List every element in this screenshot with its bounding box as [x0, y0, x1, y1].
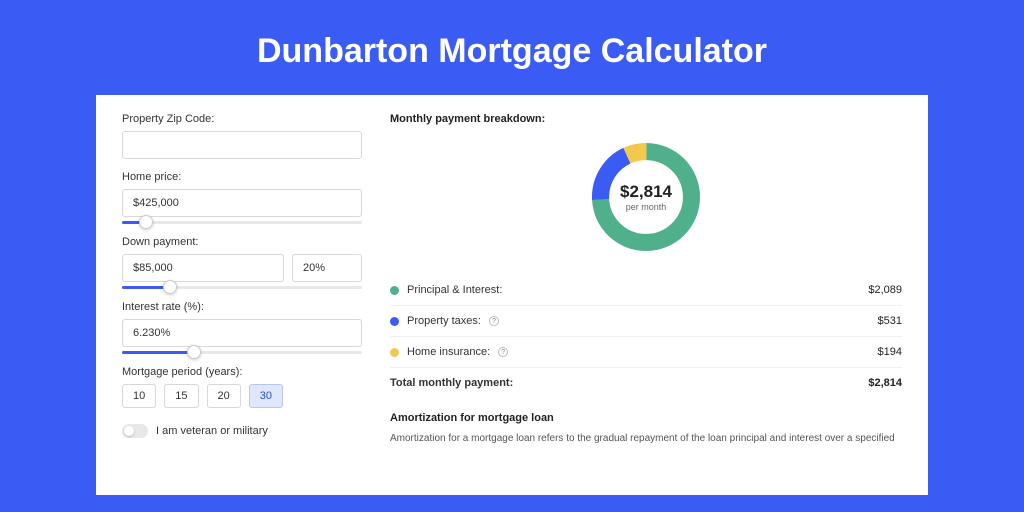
breakdown-value: $2,089 [868, 284, 902, 296]
period-button-15[interactable]: 15 [164, 384, 198, 408]
interest-rate-label: Interest rate (%): [122, 301, 362, 313]
breakdown-row: Home insurance:? $194 [390, 337, 902, 368]
breakdown-value: $531 [878, 315, 902, 327]
donut-sub-label: per month [626, 202, 667, 212]
interest-rate-input[interactable] [122, 319, 362, 347]
breakdown-label: Principal & Interest: [407, 284, 502, 296]
amortization-text: Amortization for a mortgage loan refers … [390, 432, 902, 446]
amortization-title: Amortization for mortgage loan [390, 412, 902, 424]
period-button-10[interactable]: 10 [122, 384, 156, 408]
legend-dot [390, 348, 399, 357]
total-label: Total monthly payment: [390, 377, 513, 389]
zip-input[interactable] [122, 131, 362, 159]
breakdown-value: $194 [878, 346, 902, 358]
veteran-label: I am veteran or military [156, 425, 268, 437]
home-price-label: Home price: [122, 171, 362, 183]
legend-dot [390, 317, 399, 326]
zip-label: Property Zip Code: [122, 113, 362, 125]
breakdown-title: Monthly payment breakdown: [390, 113, 902, 125]
veteran-toggle-row: I am veteran or military [122, 424, 362, 438]
donut-center: $2,814 per month [586, 137, 706, 257]
down-payment-slider-thumb[interactable] [163, 280, 177, 294]
amortization-section: Amortization for mortgage loan Amortizat… [390, 412, 902, 446]
home-price-input[interactable] [122, 189, 362, 217]
breakdown-label: Property taxes: [407, 315, 481, 327]
period-button-30[interactable]: 30 [249, 384, 283, 408]
breakdown-row: Property taxes:? $531 [390, 306, 902, 337]
period-button-20[interactable]: 20 [207, 384, 241, 408]
veteran-toggle-knob [124, 426, 134, 436]
period-buttons-row: 10 15 20 30 [122, 384, 362, 408]
zip-field-group: Property Zip Code: [122, 113, 362, 159]
breakdown-label: Home insurance: [407, 346, 490, 358]
breakdown-column: Monthly payment breakdown: $2,814 per mo… [390, 113, 902, 495]
interest-rate-slider-fill [122, 351, 194, 354]
donut-chart-wrap: $2,814 per month [390, 125, 902, 275]
total-value: $2,814 [868, 377, 902, 389]
interest-rate-slider[interactable] [122, 351, 362, 354]
calculator-card: Property Zip Code: Home price: Down paym… [96, 95, 928, 495]
down-payment-slider[interactable] [122, 286, 362, 289]
period-label: Mortgage period (years): [122, 366, 362, 378]
veteran-toggle[interactable] [122, 424, 148, 438]
down-payment-amount-input[interactable] [122, 254, 284, 282]
total-row: Total monthly payment: $2,814 [390, 368, 902, 398]
legend-dot [390, 286, 399, 295]
card-shadow-wrap: Property Zip Code: Home price: Down paym… [96, 95, 928, 495]
home-price-slider-thumb[interactable] [139, 215, 153, 229]
down-payment-label: Down payment: [122, 236, 362, 248]
down-payment-row [122, 254, 362, 282]
info-icon[interactable]: ? [489, 316, 499, 326]
down-payment-field-group: Down payment: [122, 236, 362, 289]
info-icon[interactable]: ? [498, 347, 508, 357]
home-price-slider[interactable] [122, 221, 362, 224]
donut-amount: $2,814 [620, 182, 672, 202]
interest-rate-field-group: Interest rate (%): [122, 301, 362, 354]
period-field-group: Mortgage period (years): 10 15 20 30 [122, 366, 362, 408]
donut-chart: $2,814 per month [586, 137, 706, 257]
interest-rate-slider-thumb[interactable] [187, 345, 201, 359]
breakdown-list: Principal & Interest: $2,089 Property taxe… [390, 275, 902, 368]
down-payment-percent-input[interactable] [292, 254, 362, 282]
page-title: Dunbarton Mortgage Calculator [0, 0, 1024, 95]
breakdown-row: Principal & Interest: $2,089 [390, 275, 902, 306]
home-price-field-group: Home price: [122, 171, 362, 224]
inputs-column: Property Zip Code: Home price: Down paym… [122, 113, 362, 495]
